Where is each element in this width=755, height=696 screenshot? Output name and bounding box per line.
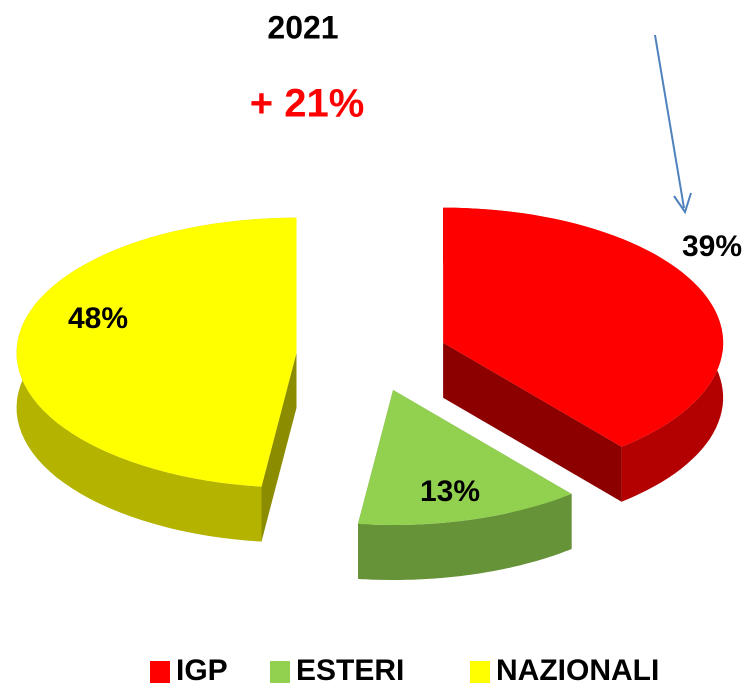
slice-side	[443, 342, 622, 502]
legend: IGP ESTERI NAZIONALI	[150, 654, 659, 687]
arrow-line	[654, 34, 685, 209]
legend-label: IGP	[176, 654, 228, 687]
slice	[443, 207, 724, 447]
chart-title: 2021	[267, 9, 338, 45]
legend-label: NAZIONALI	[496, 654, 659, 687]
pie: 39% 48% 13%	[16, 207, 742, 580]
arrow	[654, 34, 692, 215]
legend-label: ESTERI	[296, 654, 404, 687]
data-label: 48%	[68, 302, 128, 335]
data-label: 39%	[682, 230, 742, 263]
chart-subtitle: + 21%	[250, 82, 365, 126]
arrow-head	[673, 192, 692, 215]
legend-swatch	[270, 661, 290, 683]
legend-swatch	[470, 661, 490, 683]
slice-side	[261, 352, 297, 542]
slice	[16, 217, 297, 487]
slice-wall	[358, 494, 572, 580]
legend-swatch	[150, 661, 170, 683]
slice	[358, 390, 572, 525]
data-label: 13%	[420, 475, 480, 508]
